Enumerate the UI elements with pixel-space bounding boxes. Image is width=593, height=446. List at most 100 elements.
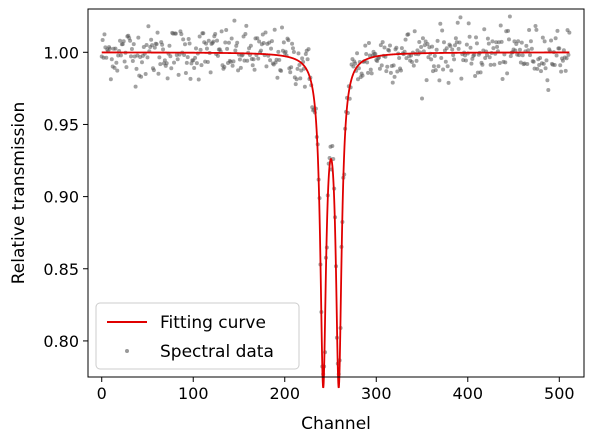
data-point [553, 36, 558, 41]
legend-box [95, 302, 300, 370]
data-point [474, 35, 479, 40]
data-point [490, 39, 495, 44]
data-point [102, 32, 107, 37]
data-point [365, 60, 370, 65]
data-point [194, 61, 199, 66]
data-point [507, 14, 512, 19]
data-point [169, 66, 174, 71]
data-point [268, 58, 273, 63]
data-point [189, 61, 194, 66]
x-axis-label: Channel [301, 414, 371, 434]
legend-label-fitting-curve: Fitting curve [160, 313, 266, 333]
data-point [534, 27, 539, 32]
data-point [468, 45, 473, 50]
data-point [378, 43, 383, 48]
data-point [406, 32, 411, 37]
data-point [517, 47, 522, 52]
data-point [524, 43, 529, 48]
data-point [330, 144, 335, 149]
plot-frame [87, 8, 585, 378]
data-point [486, 41, 491, 46]
data-point [238, 65, 243, 70]
data-point [224, 28, 229, 33]
data-point [145, 55, 150, 60]
data-point [351, 64, 356, 69]
data-point [499, 39, 504, 44]
data-point [404, 56, 409, 61]
data-point [538, 69, 543, 74]
data-point [392, 74, 397, 79]
data-point [280, 25, 285, 30]
data-point [482, 27, 487, 32]
data-point [222, 64, 227, 69]
fitting-curve [101, 51, 570, 389]
data-point [272, 27, 277, 32]
data-point [196, 77, 201, 82]
data-point [264, 64, 269, 69]
x-tick-label: 500 [544, 384, 575, 403]
data-point [297, 63, 302, 68]
data-point [201, 31, 206, 36]
data-point [199, 63, 204, 68]
data-point [453, 36, 458, 41]
data-point [236, 68, 241, 73]
data-point [440, 28, 445, 33]
data-point [388, 70, 393, 75]
data-point [155, 30, 160, 35]
data-point [129, 54, 134, 59]
data-point [165, 76, 170, 81]
data-point [303, 52, 308, 57]
data-point [425, 41, 430, 46]
data-point [244, 23, 249, 28]
data-point [485, 36, 490, 41]
data-point [235, 40, 240, 45]
data-point [121, 39, 126, 44]
x-tick-label: 100 [178, 384, 209, 403]
data-point [234, 43, 239, 48]
data-point [204, 46, 209, 51]
data-point [458, 15, 463, 20]
data-point [150, 43, 155, 48]
data-point [415, 48, 420, 53]
data-point [232, 18, 237, 23]
data-point [426, 55, 431, 60]
data-point [528, 39, 533, 44]
data-point [129, 47, 134, 52]
data-point [529, 46, 534, 51]
fitting-curve-layer [101, 51, 570, 389]
data-point [128, 38, 133, 43]
data-point [506, 37, 511, 42]
data-point [439, 56, 444, 61]
data-point [438, 21, 443, 26]
data-point [172, 60, 177, 65]
data-point [231, 59, 236, 64]
data-point [269, 46, 274, 51]
data-point [545, 78, 550, 83]
data-point [455, 20, 460, 25]
data-point [414, 58, 419, 63]
data-point [559, 69, 564, 74]
data-point [204, 41, 209, 46]
data-point [263, 30, 268, 35]
data-point [136, 35, 141, 40]
x-axis-ticks: 0 100 200 300 400 500 [97, 377, 575, 403]
data-point [261, 40, 266, 45]
data-point [160, 42, 165, 47]
data-point [276, 49, 281, 54]
data-point [353, 61, 358, 66]
data-point [215, 38, 220, 43]
data-point [434, 47, 439, 52]
data-point [395, 69, 400, 74]
data-point [269, 39, 274, 44]
data-point [466, 21, 471, 26]
data-point [382, 45, 387, 50]
data-point [516, 39, 521, 44]
data-point [379, 63, 384, 68]
y-axis-label: Relative transmission [9, 102, 29, 285]
data-point [480, 62, 485, 67]
data-point [469, 61, 474, 66]
data-point [154, 42, 159, 47]
data-point [452, 57, 457, 62]
y-axis-ticks: 0.80 0.85 0.90 0.95 1.00 [43, 43, 88, 351]
data-point [233, 48, 238, 53]
